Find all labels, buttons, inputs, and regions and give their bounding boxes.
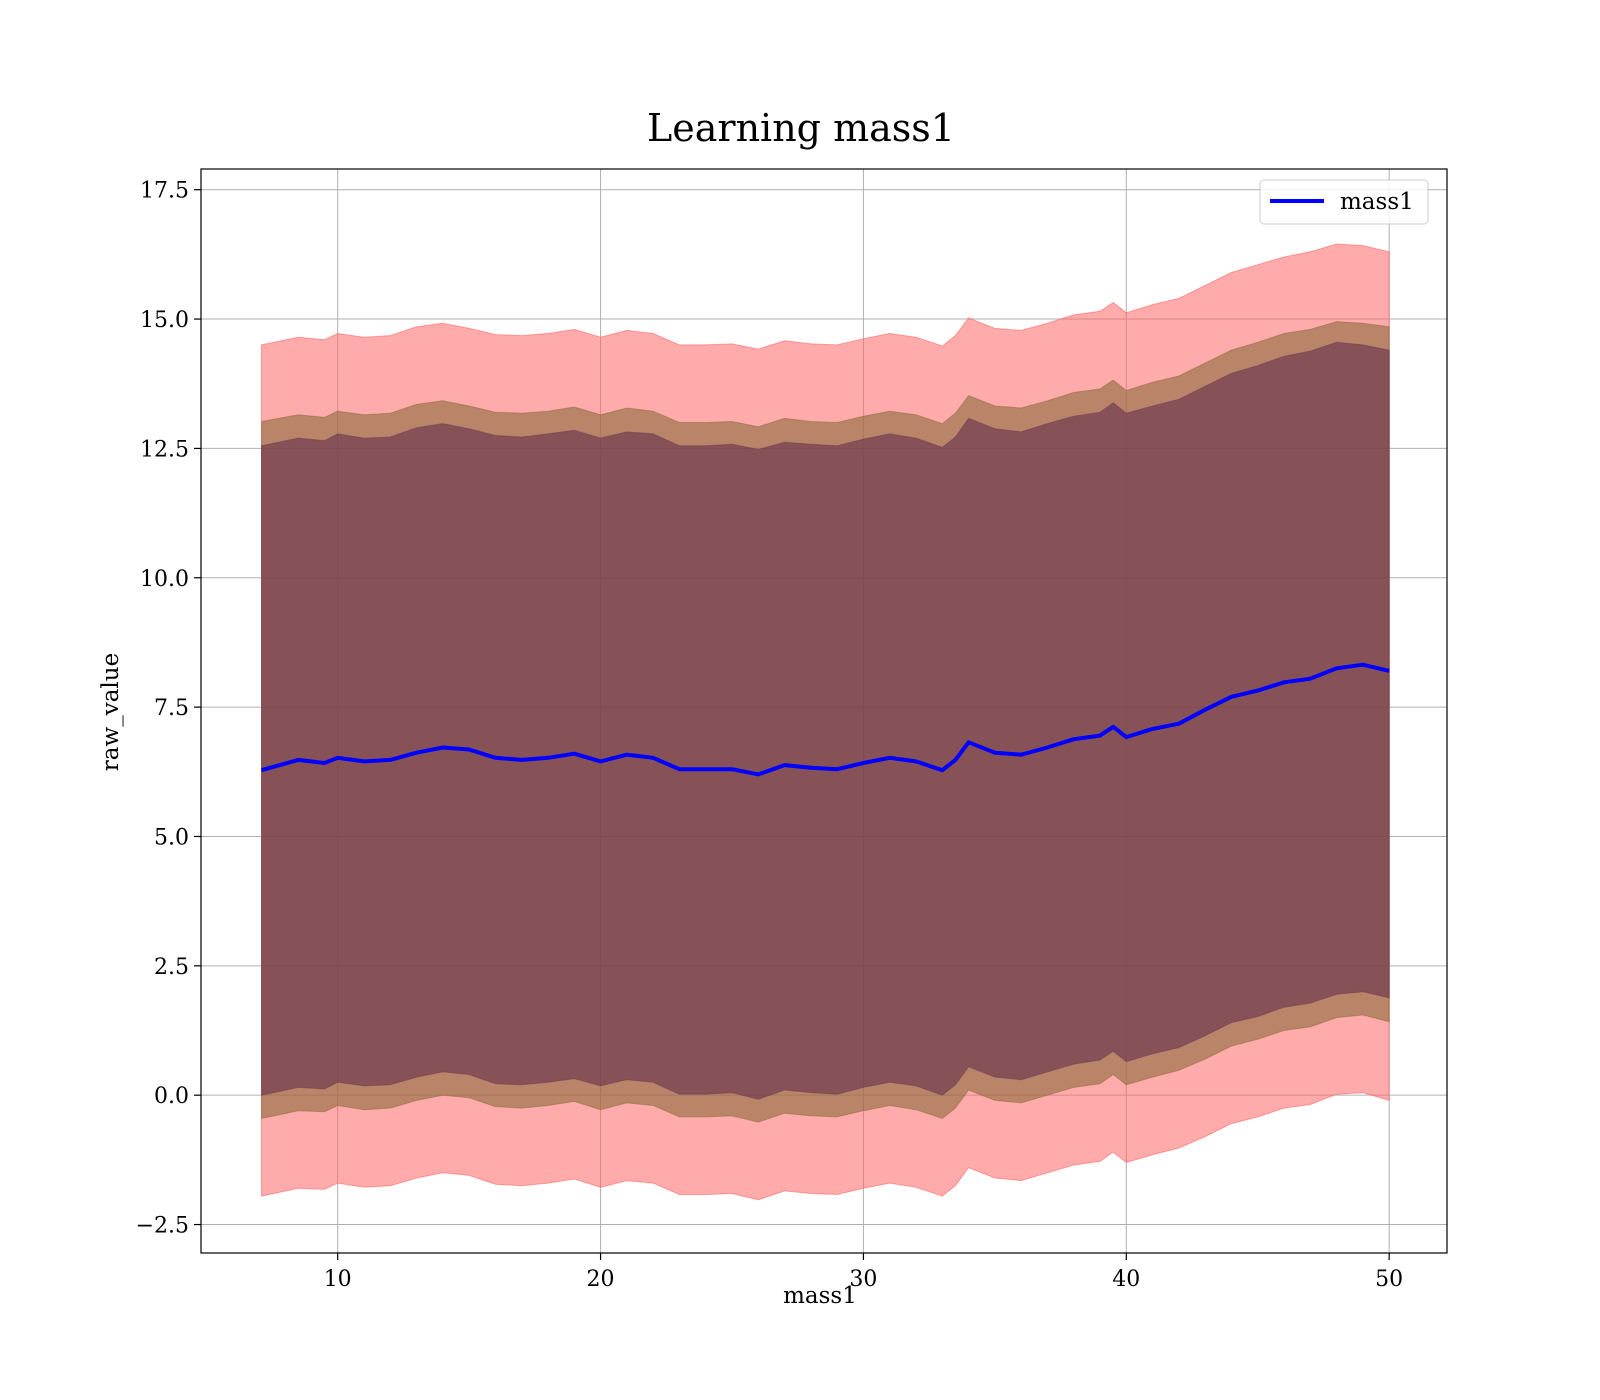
legend: mass1 xyxy=(1259,179,1429,225)
x-tick-label: 10 xyxy=(324,1267,352,1292)
legend-box xyxy=(1259,179,1429,225)
y-tick-label: 12.5 xyxy=(140,437,189,462)
y-tick-label: 0.0 xyxy=(154,1084,189,1109)
legend-label-mass1: mass1 xyxy=(1340,189,1414,215)
series-line-mass1 xyxy=(260,662,1390,777)
y-axis-ticks: −2.5 0.0 2.5 5.0 7.5 10.0 12.5 15.0 17.5 xyxy=(136,179,201,1239)
y-tick-label: 15.0 xyxy=(140,308,189,333)
y-tick-label: 17.5 xyxy=(140,179,189,204)
x-tick-label: 20 xyxy=(587,1267,615,1292)
y-tick-label: −2.5 xyxy=(136,1214,189,1239)
y-tick-label: 7.5 xyxy=(154,696,189,721)
y-tick-label: 2.5 xyxy=(154,955,189,980)
y-axis-label: raw_value xyxy=(98,653,124,771)
x-axis-ticks: 10 20 30 40 50 xyxy=(324,1253,1403,1292)
y-tick-label: 10.0 xyxy=(140,567,189,592)
x-axis-label: mass1 xyxy=(783,1283,857,1309)
confidence-bands xyxy=(261,243,1390,1201)
y-tick-label: 5.0 xyxy=(154,825,189,850)
x-tick-label: 40 xyxy=(1112,1267,1140,1292)
chart-title: Learning mass1 xyxy=(647,106,955,150)
axes-frame xyxy=(200,168,1448,1254)
x-tick-label: 50 xyxy=(1375,1267,1403,1292)
x-tick-label: 30 xyxy=(849,1267,877,1292)
series-lines xyxy=(260,662,1390,777)
axes-border xyxy=(200,168,1448,1254)
band-inner-area xyxy=(261,341,1390,1100)
